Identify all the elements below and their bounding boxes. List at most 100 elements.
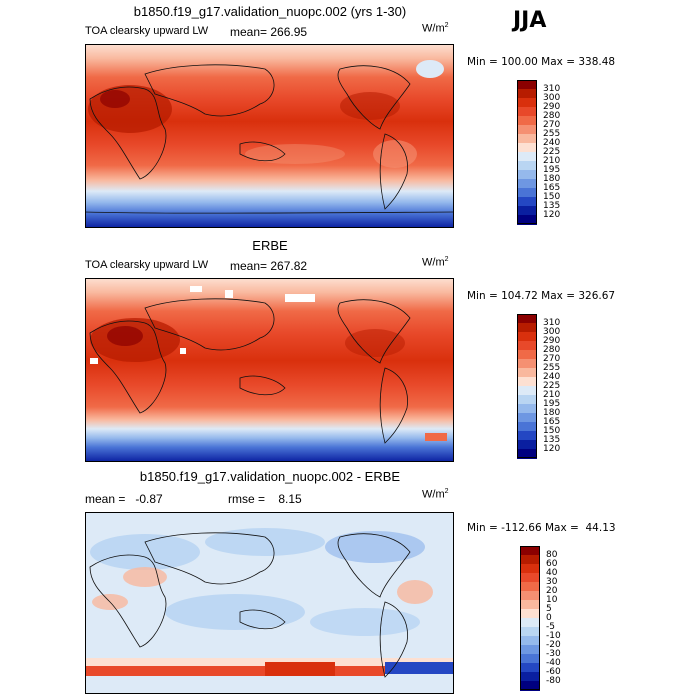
colorbar-tick-label: 210 [543, 389, 561, 400]
colorbar-tick-label: 165 [543, 182, 561, 193]
colorbar-swatch [517, 170, 537, 180]
colorbar-swatch [520, 663, 540, 673]
colorbar-tick-label: 195 [543, 164, 561, 175]
colorbar-tick-label: 270 [543, 119, 561, 130]
panel-2-variable-label: TOA clearsky upward LW [85, 259, 209, 271]
colorbar-swatch [520, 564, 540, 574]
colorbar-swatch [520, 618, 540, 628]
colorbar-swatch [517, 404, 537, 414]
colorbar-swatch [517, 188, 537, 198]
colorbar-tick-label: -10 [546, 630, 561, 641]
colorbar-swatch [520, 654, 540, 664]
panel-1-title: b1850.f19_g17.validation_nuopc.002 (yrs … [133, 4, 407, 19]
colorbar-tick-label: -60 [546, 666, 561, 677]
colorbar-tick-label: 280 [543, 344, 561, 355]
colorbar-tick-label: 0 [546, 612, 552, 623]
colorbar-tick-label: 165 [543, 416, 561, 427]
colorbar-tick-label: 280 [543, 110, 561, 121]
colorbar-swatch [517, 134, 537, 144]
colorbar-swatch [517, 431, 537, 441]
panel-1-mean: mean= 266.95 [230, 25, 308, 39]
colorbar-swatch [517, 386, 537, 396]
colorbar-tick-label: 150 [543, 191, 561, 202]
colorbar-swatch [520, 645, 540, 655]
colorbar-swatch [517, 413, 537, 423]
colorbar-swatch [517, 116, 537, 126]
panel-2-min-max: Min = 104.72 Max = 326.67 [467, 290, 616, 302]
colorbar-tick-label: 240 [543, 137, 561, 148]
colorbar-swatch [520, 546, 540, 556]
panel-3-min-max: Min = -112.66 Max = 44.13 [467, 522, 616, 534]
colorbar-tick-label: 10 [546, 594, 558, 605]
panel-3-title: b1850.f19_g17.validation_nuopc.002 - ERB… [139, 469, 401, 484]
colorbar-swatch [517, 125, 537, 135]
colorbar-tick-label: 195 [543, 398, 561, 409]
colorbar-swatch [517, 323, 537, 333]
colorbar-tick-label: 150 [543, 425, 561, 436]
colorbar-swatch [520, 672, 540, 682]
colorbar-tick-label: 135 [543, 200, 561, 211]
colorbar-swatch [517, 89, 537, 99]
colorbar-swatch [517, 377, 537, 387]
colorbar-swatch [517, 206, 537, 216]
colorbar-tick-label: -80 [546, 675, 561, 686]
colorbar-tick-label: 240 [543, 371, 561, 382]
colorbar-swatch [517, 440, 537, 450]
colorbar-swatch [517, 359, 537, 369]
colorbar-tick-label: -40 [546, 657, 561, 668]
season-label: JJA [513, 8, 547, 33]
colorbar-tick-label: 180 [543, 173, 561, 184]
colorbar-tick-label: 300 [543, 92, 561, 103]
colorbar-tick-label: 30 [546, 576, 558, 587]
panel-1-units: W/m2 [422, 22, 449, 35]
colorbar-tick-label: 210 [543, 155, 561, 166]
panel-2-colorbar: 310 300 290 280 270 255 240 225 210 195 180 165 150 1… [517, 314, 577, 459]
colorbar-tick-label: 180 [543, 407, 561, 418]
colorbar-swatch [520, 636, 540, 646]
colorbar-swatch [520, 582, 540, 592]
colorbar-swatch [520, 591, 540, 601]
colorbar-swatch [517, 80, 537, 90]
colorbar-tick-label: 40 [546, 567, 558, 578]
colorbar-tick-label: 60 [546, 558, 558, 569]
colorbar-swatch [517, 161, 537, 171]
colorbar-swatch [520, 609, 540, 619]
colorbar-tick-label: 120 [543, 209, 561, 220]
panel-1-min-max: Min = 100.00 Max = 338.48 [467, 56, 616, 68]
colorbar-tick-label: 300 [543, 326, 561, 337]
colorbar-swatch [520, 573, 540, 583]
colorbar-tick-label: 255 [543, 362, 561, 373]
colorbar-swatch [520, 555, 540, 565]
panel-1-map [85, 44, 454, 228]
colorbar-tick-label: 225 [543, 146, 561, 157]
panel-2-units: W/m2 [422, 256, 449, 269]
panel-3-map [85, 512, 454, 694]
colorbar-swatch [520, 681, 540, 691]
colorbar-swatch [517, 368, 537, 378]
colorbar-tick-label: 310 [543, 317, 561, 328]
colorbar-frame [517, 314, 537, 458]
colorbar-swatch [517, 152, 537, 162]
panel-2-title: ERBE [252, 238, 288, 253]
colorbar-tick-label: 135 [543, 434, 561, 445]
panel-3-units: W/m2 [422, 488, 449, 501]
colorbar-swatch [517, 341, 537, 351]
panel-3-colorbar: 80 60 40 30 20 10 5 0 -5 -10 -20 -30 -40 -60 -80 [520, 546, 580, 691]
colorbar-tick-label: 270 [543, 353, 561, 364]
colorbar-swatch [517, 449, 537, 459]
colorbar-tick-label: 5 [546, 603, 552, 614]
colorbar-swatch [517, 215, 537, 225]
colorbar-swatch [517, 422, 537, 432]
colorbar-swatch [520, 600, 540, 610]
colorbar-frame [517, 80, 537, 224]
panel-1-variable-label: TOA clearsky upward LW [85, 25, 209, 37]
colorbar-swatch [520, 627, 540, 637]
colorbar-swatch [517, 98, 537, 108]
colorbar-tick-label: -20 [546, 639, 561, 650]
colorbar-tick-label: 225 [543, 380, 561, 391]
colorbar-swatch [517, 179, 537, 189]
colorbar-tick-label: 20 [546, 585, 558, 596]
colorbar-tick-label: 290 [543, 101, 561, 112]
colorbar-tick-label: 290 [543, 335, 561, 346]
colorbar-swatch [517, 350, 537, 360]
